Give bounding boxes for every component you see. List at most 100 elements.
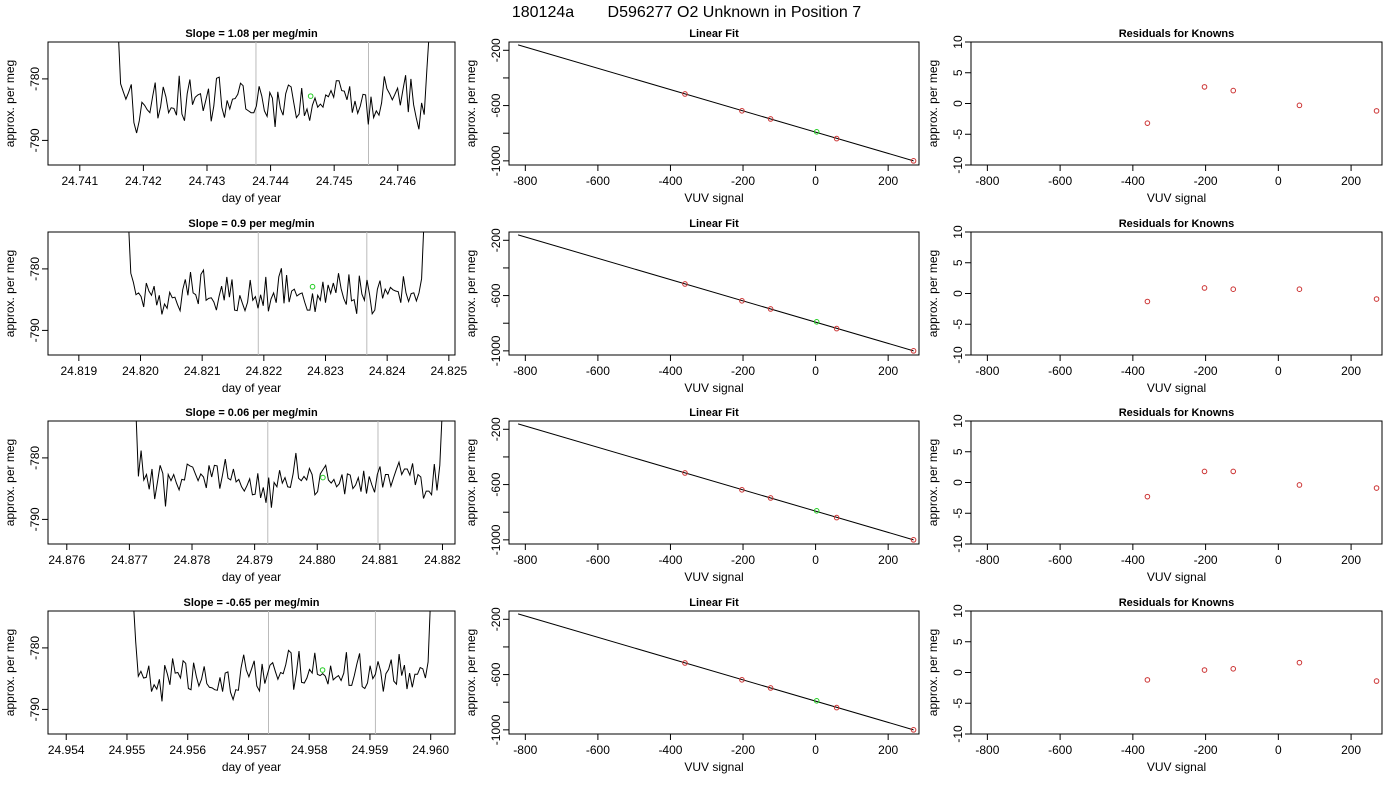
x-axis: 24.819 24.820 24.821 24.822 24.823 24.824 24.8…	[60, 355, 468, 378]
unknown-point	[309, 283, 316, 290]
x-tick-label: 24.821	[184, 364, 221, 378]
x-tick-label: -800	[513, 174, 537, 188]
unknown-point	[813, 319, 820, 325]
panel-residuals-row4: Residuals for Knowns -800 -600 -400 -200 0 200…	[926, 597, 1383, 774]
x-tick-label: -600	[586, 174, 610, 188]
residual-point	[1230, 666, 1237, 672]
known-point	[767, 495, 774, 501]
y-tick-label: -600	[489, 662, 503, 686]
x-tick-label: 24.876	[48, 553, 85, 567]
x-tick-label: 0	[812, 174, 819, 188]
y-tick-label: -1000	[489, 524, 503, 555]
x-tick-label: -600	[586, 743, 610, 757]
y-axis-label: approx. per meg	[3, 439, 17, 526]
y-tick-label: 0	[951, 100, 965, 107]
y-tick-label: -10	[951, 725, 965, 743]
x-tick-label: 24.954	[48, 743, 85, 757]
y-tick-label: -5	[951, 319, 965, 330]
y-tick-label: -1000	[489, 335, 503, 366]
residual-point	[1373, 296, 1380, 302]
panel-title: Linear Fit	[689, 218, 739, 230]
x-tick-label: 200	[878, 743, 898, 757]
plot-area	[517, 234, 917, 354]
unknown-point	[319, 667, 326, 673]
known-point	[833, 135, 840, 142]
y-tick-label: -600	[489, 472, 503, 496]
y-tick-label: -5	[951, 698, 965, 709]
y-tick-label: 5	[951, 69, 965, 76]
y-axis: -200 -600 -1000	[489, 228, 509, 366]
residual-point	[1296, 102, 1303, 109]
y-tick-label: -790	[28, 697, 42, 721]
sample-desc: O2 Unknown in Position 7	[677, 4, 861, 21]
x-tick-label: 24.823	[307, 364, 344, 378]
y-tick-label: -780	[28, 67, 42, 91]
residual-point	[1373, 678, 1380, 684]
y-tick-label: -5	[951, 508, 965, 519]
panel-trace-row2: Slope = 0.9 per meg/min 24.819 24.820 24.82…	[3, 218, 468, 395]
panel-title: Linear Fit	[689, 407, 739, 419]
x-tick-label: 24.955	[109, 743, 146, 757]
residual-point	[1296, 659, 1303, 666]
x-tick-label: -600	[586, 553, 610, 567]
x-tick-label: 24.745	[316, 174, 353, 188]
plot-frame	[47, 231, 456, 356]
y-tick-label: -1000	[489, 714, 503, 745]
panel-fit-row4: Linear Fit -800 -600 -400 -200 0 200 VUV signal…	[464, 597, 920, 774]
x-axis: -800 -600 -400 -200 0 200	[513, 355, 898, 378]
known-point	[910, 537, 917, 543]
x-tick-label: -600	[1048, 174, 1072, 188]
plot-area	[1144, 285, 1380, 305]
x-tick-label: -400	[658, 364, 682, 378]
x-axis-label: VUV signal	[1147, 760, 1206, 774]
x-tick-label: -400	[1121, 553, 1145, 567]
panel-title: Slope = 0.06 per meg/min	[185, 407, 318, 419]
x-tick-label: 24.880	[299, 553, 336, 567]
x-tick-label: 24.956	[169, 743, 206, 757]
y-axis-label: approx. per meg	[3, 250, 17, 337]
known-point	[767, 306, 774, 312]
plot-area	[1144, 659, 1380, 684]
x-tick-label: -200	[1194, 364, 1218, 378]
y-axis-label: approx. per meg	[926, 439, 940, 526]
residual-point	[1201, 84, 1208, 90]
fit-line	[517, 44, 914, 162]
x-tick-label: -200	[1194, 553, 1218, 567]
x-axis-label: day of year	[222, 381, 281, 395]
x-tick-label: 200	[1341, 553, 1361, 567]
y-tick-label: -790	[28, 507, 42, 531]
panel-fit-row1: Linear Fit -800 -600 -400 -200 0 200 VUV signal…	[464, 28, 920, 205]
x-tick-label: 24.877	[111, 553, 148, 567]
y-tick-label: -1000	[489, 145, 503, 176]
x-tick-label: 24.958	[291, 743, 328, 757]
x-tick-label: 24.824	[369, 364, 406, 378]
known-point	[682, 281, 688, 287]
residual-point	[1296, 482, 1303, 488]
plot-frame	[47, 41, 456, 166]
y-axis: -10 -5 0 5 10	[951, 35, 971, 174]
y-axis: -10 -5 0 5 10	[951, 225, 971, 364]
x-axis-label: VUV signal	[684, 760, 743, 774]
residual-point	[1144, 493, 1151, 500]
x-axis: -800 -600 -400 -200 0 200	[975, 734, 1361, 757]
y-tick-label: -600	[489, 283, 503, 307]
y-axis: -10 -5 0 5 10	[951, 414, 971, 553]
unknown-point	[320, 474, 326, 481]
signal-trace	[135, 421, 443, 508]
known-point	[739, 298, 745, 304]
x-tick-label: 200	[878, 364, 898, 378]
y-tick-label: 5	[951, 259, 965, 266]
plot-area	[517, 613, 917, 733]
y-tick-label: 0	[951, 479, 965, 486]
y-tick-label: -780	[28, 446, 42, 470]
residual-point	[1144, 120, 1151, 126]
plot-frame	[47, 420, 456, 545]
fit-line	[517, 234, 914, 352]
x-tick-label: -400	[658, 743, 682, 757]
x-tick-label: -600	[1048, 553, 1072, 567]
known-point	[682, 660, 688, 666]
x-tick-label: -200	[731, 553, 755, 567]
unknown-point	[813, 508, 820, 514]
x-tick-label: 200	[878, 553, 898, 567]
